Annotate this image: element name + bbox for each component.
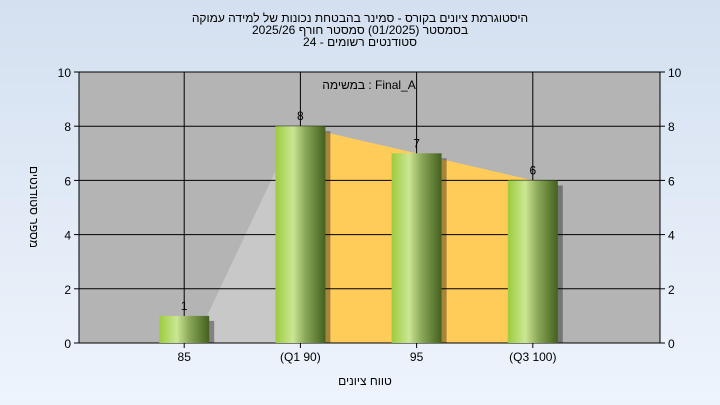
- y-tick-label-right: 6: [668, 174, 675, 188]
- y-tick-label: 8: [64, 120, 71, 134]
- data-label: 8: [297, 109, 304, 123]
- data-label: 6: [529, 163, 536, 177]
- bar: [275, 126, 326, 343]
- chart-title-line-2: בסמסטר (01/2025) סמסטר חורף 2025/26: [251, 23, 469, 37]
- x-tick-label: 95: [410, 350, 424, 364]
- chart-title-line-1: היסטוגרמת ציונים בקורס - סמינר בהבטחת נכ…: [191, 11, 529, 25]
- y-axis-label: מספר סטודנטים: [27, 166, 41, 248]
- area-gray: [194, 171, 276, 343]
- y-tick-label: 4: [64, 229, 71, 243]
- bar: [507, 180, 558, 343]
- bar: [391, 153, 442, 343]
- data-label: 1: [181, 299, 188, 313]
- plot-border: [78, 71, 661, 344]
- y-tick-label: 10: [58, 66, 72, 80]
- x-tick-label: (Q3 100): [509, 350, 556, 364]
- x-tick-label: 85: [178, 350, 192, 364]
- y-tick-label-right: 10: [668, 66, 682, 80]
- bar: [159, 315, 210, 343]
- y-tick-label-right: 4: [668, 229, 675, 243]
- y-tick-label: 2: [64, 283, 71, 297]
- x-axis-label: טווח ציונים: [338, 374, 392, 388]
- y-tick-label: 6: [64, 174, 71, 188]
- data-label: 7: [413, 136, 420, 150]
- legend-label: במשימה : Final_A: [322, 78, 416, 92]
- y-tick-label-right: 0: [668, 337, 675, 351]
- y-tick-label: 0: [64, 337, 71, 351]
- chart-title-line-3: סטודנטים רשומים - 24: [303, 35, 417, 49]
- x-tick-label: (Q1 90): [280, 350, 321, 364]
- y-tick-label-right: 2: [668, 283, 675, 297]
- y-tick-label-right: 8: [668, 120, 675, 134]
